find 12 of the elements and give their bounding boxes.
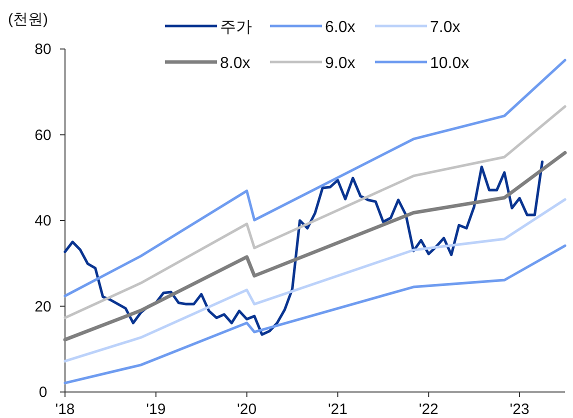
- ytick: 60: [34, 126, 52, 144]
- xtick: '22: [418, 401, 438, 418]
- ytick: 0: [38, 384, 48, 401]
- xtick: '19: [146, 401, 166, 418]
- xtick: '23: [510, 401, 530, 418]
- ylabel: (천원): [8, 11, 48, 28]
- ytick: 80: [34, 41, 52, 58]
- ytick: 20: [34, 298, 52, 316]
- xtick: '20: [237, 401, 257, 418]
- xtick: '21: [328, 401, 348, 418]
- xtick: '18: [55, 401, 75, 418]
- ytick: 40: [34, 212, 52, 230]
